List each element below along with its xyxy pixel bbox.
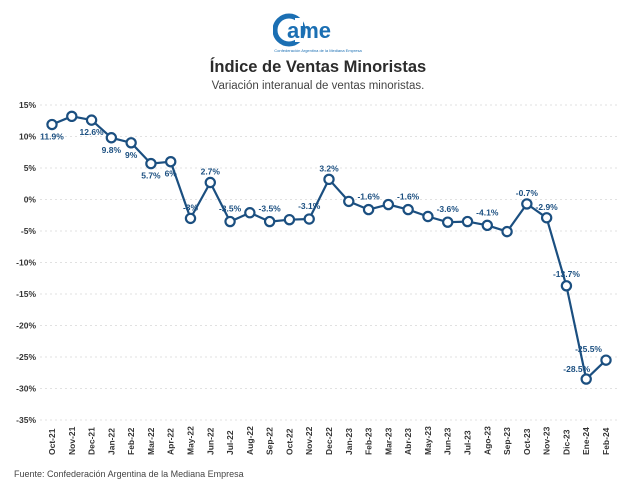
x-tick-label: Ene-24 bbox=[581, 427, 591, 455]
y-tick-label: -25% bbox=[16, 352, 36, 362]
came-logo: ame Confederación Argentina de la Median… bbox=[0, 12, 636, 62]
x-tick-label: Dic-23 bbox=[561, 429, 571, 455]
x-tick-label: Mar-22 bbox=[146, 427, 156, 455]
x-tick-label: May-22 bbox=[186, 426, 196, 455]
x-tick-label: Sep-23 bbox=[502, 427, 512, 455]
data-point bbox=[303, 213, 315, 225]
x-tick-label: Jan-22 bbox=[106, 428, 116, 455]
x-tick-label: Nov-21 bbox=[67, 426, 77, 455]
data-label: 3.2% bbox=[319, 163, 339, 173]
x-tick-label: Jun-23 bbox=[443, 427, 453, 455]
y-tick-label: -15% bbox=[16, 289, 36, 299]
data-point bbox=[422, 210, 434, 223]
data-point bbox=[560, 280, 573, 292]
logo-tagline: Confederación Argentina de la Mediana Em… bbox=[274, 48, 362, 53]
x-tick-label: Apr-22 bbox=[166, 428, 176, 455]
data-label: -3% bbox=[183, 202, 199, 212]
x-tick-label: Dec-22 bbox=[324, 427, 334, 455]
data-point bbox=[521, 198, 533, 210]
x-tick-label: Jul-22 bbox=[225, 430, 235, 455]
data-point bbox=[461, 215, 474, 228]
data-point bbox=[600, 354, 612, 366]
data-label: -2.9% bbox=[536, 202, 559, 212]
data-label: -1.6% bbox=[397, 192, 420, 202]
data-label: 12.6% bbox=[80, 127, 105, 137]
data-point bbox=[481, 219, 493, 232]
x-tick-label: Jan-23 bbox=[344, 428, 354, 455]
data-point bbox=[442, 216, 454, 228]
data-point bbox=[402, 203, 414, 216]
data-label: -4.1% bbox=[476, 207, 499, 217]
chart-title: Índice de Ventas Minoristas bbox=[209, 58, 427, 76]
x-tick-label: Dec-21 bbox=[87, 427, 97, 455]
y-tick-label: -20% bbox=[16, 321, 36, 331]
data-point bbox=[165, 155, 177, 168]
data-label: -13.7% bbox=[553, 269, 580, 279]
data-label: -1.6% bbox=[357, 192, 380, 202]
data-label: 2.7% bbox=[201, 166, 221, 176]
data-point bbox=[46, 118, 58, 131]
data-label: -3.5% bbox=[259, 204, 282, 214]
data-point bbox=[362, 203, 375, 216]
source-note: Fuente: Confederación Argentina de la Me… bbox=[14, 469, 244, 479]
x-tick-label: Jul-23 bbox=[463, 430, 473, 455]
x-tick-label: Nov-23 bbox=[542, 426, 552, 455]
data-point bbox=[263, 215, 276, 228]
x-tick-label: Abr-23 bbox=[403, 428, 413, 455]
data-point bbox=[501, 225, 513, 238]
data-label: -25.5% bbox=[575, 344, 602, 354]
data-point bbox=[244, 207, 256, 219]
data-point bbox=[105, 132, 118, 144]
data-label: -28.5% bbox=[563, 364, 590, 374]
x-tick-label: May-23 bbox=[423, 426, 433, 455]
y-tick-label: -30% bbox=[16, 384, 36, 394]
y-tick-label: 10% bbox=[19, 132, 36, 142]
x-tick-label: Feb-22 bbox=[126, 427, 136, 455]
data-point bbox=[66, 110, 78, 123]
data-label: 9.8% bbox=[102, 145, 122, 155]
y-tick-label: 15% bbox=[19, 100, 36, 110]
x-tick-label: Mar-23 bbox=[383, 427, 393, 455]
y-tick-label: 5% bbox=[24, 163, 37, 173]
data-label: -0.7% bbox=[516, 188, 539, 198]
x-tick-label: Oct-21 bbox=[47, 428, 57, 455]
chart-subtitle: Variación interanual de ventas minorista… bbox=[211, 80, 425, 92]
data-point bbox=[224, 215, 236, 228]
x-tick-label: Nov-22 bbox=[304, 426, 314, 455]
data-point bbox=[283, 213, 296, 226]
data-point bbox=[125, 137, 137, 149]
data-label: 6% bbox=[165, 169, 178, 179]
data-label: 5.7% bbox=[141, 171, 161, 181]
data-point bbox=[540, 212, 553, 224]
data-point bbox=[382, 198, 395, 211]
data-point bbox=[580, 373, 592, 385]
y-tick-label: -5% bbox=[21, 226, 37, 236]
x-tick-label: Feb-24 bbox=[601, 427, 611, 455]
data-label: -3.5% bbox=[219, 204, 242, 214]
data-label: 9% bbox=[125, 150, 138, 160]
data-point bbox=[145, 157, 157, 170]
x-tick-label: Jun-22 bbox=[205, 427, 215, 455]
x-tick-label: Oct-23 bbox=[522, 428, 532, 455]
logo-text: ame bbox=[287, 18, 331, 43]
data-point bbox=[184, 212, 197, 225]
x-tick-label: Sep-22 bbox=[265, 427, 275, 455]
data-label: 11.9% bbox=[40, 132, 64, 142]
y-tick-label: -35% bbox=[16, 415, 36, 425]
data-label: -3.6% bbox=[437, 204, 460, 214]
x-tick-label: Aug-22 bbox=[245, 426, 255, 455]
x-tick-label: Feb-23 bbox=[364, 427, 374, 455]
data-point bbox=[204, 176, 216, 189]
x-tick-label: Oct-22 bbox=[284, 428, 294, 455]
data-point bbox=[323, 173, 335, 186]
y-tick-label: 0% bbox=[24, 195, 37, 205]
y-tick-label: -10% bbox=[16, 258, 36, 268]
data-point bbox=[343, 195, 355, 208]
data-label: -3.1% bbox=[298, 201, 321, 211]
data-point bbox=[85, 114, 98, 126]
x-tick-label: Ago-23 bbox=[482, 426, 492, 455]
